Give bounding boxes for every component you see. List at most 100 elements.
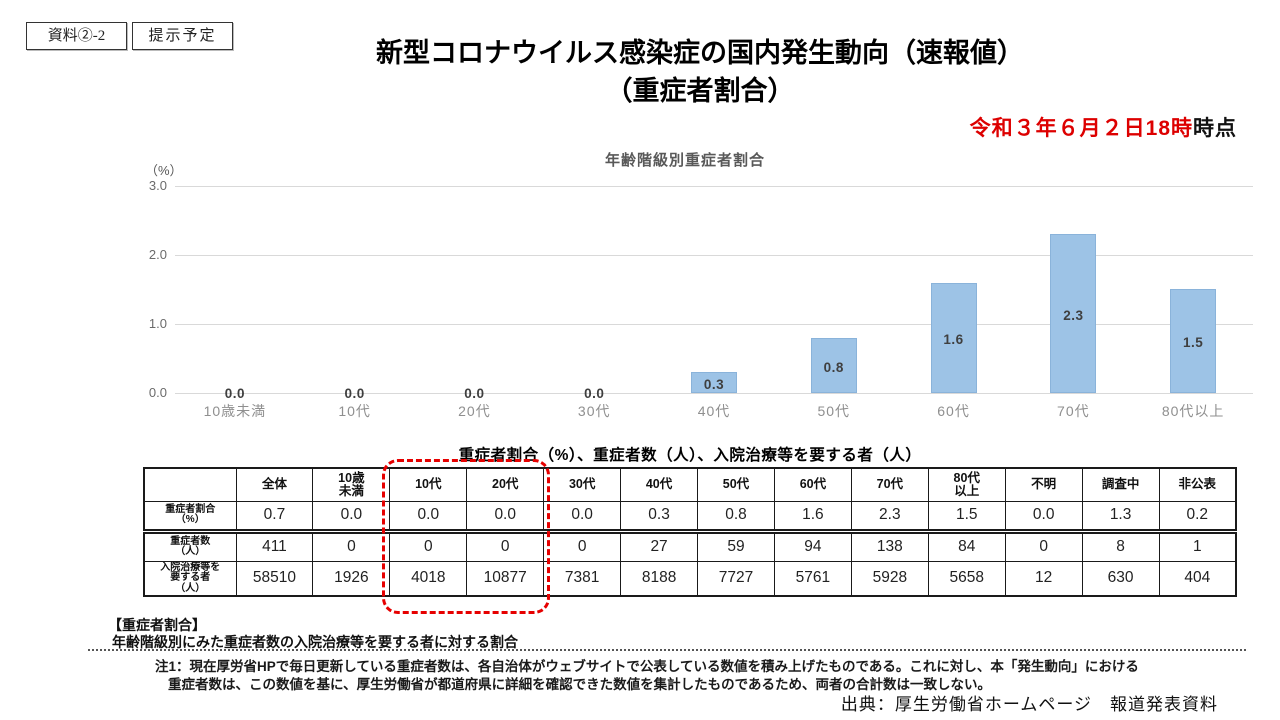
table-row-label: 重症者数 （人）	[143, 528, 237, 562]
gridline	[175, 255, 1253, 256]
gridline	[175, 324, 1253, 325]
gridline	[175, 393, 1253, 394]
table-header-cell: 40代	[620, 467, 699, 502]
table-cell: 12	[1004, 560, 1083, 597]
timestamp-suffix: 時点	[1193, 117, 1237, 140]
table-cell: 59	[697, 528, 775, 562]
footnote-line1: 注1：現在厚労省HPで毎日更新している重症者数は、各自治体がウェブサイトで公表し…	[155, 659, 1139, 674]
table-cell: 1.5	[927, 500, 1006, 532]
table-cell: 0.0	[466, 500, 545, 532]
bar	[810, 338, 857, 393]
table-header-cell: 10歳 未満	[312, 467, 391, 502]
document-number-tag: 資料②-2	[26, 22, 127, 50]
y-tick-label: 2.0	[148, 247, 167, 262]
definition-title: 【重症者割合】	[108, 617, 206, 633]
table-cell: 0.0	[312, 500, 391, 532]
table-cell: 404	[1158, 560, 1237, 597]
table-cell: 0	[389, 528, 468, 562]
bar-value-label: 0.0	[584, 386, 605, 401]
table-row-label: 入院治療等を 要する者 （人）	[143, 560, 237, 597]
table-body: 重症者割合 （%） 0.7 0.0 0.0 0.0 0.0 0.3 0.8 1.6 2.3 1.5 0.…	[143, 500, 1237, 597]
table-cell: 630	[1081, 560, 1160, 597]
table-row: 重症者数 （人） 411 0 0 0 0 27 59 94 138 84 0 8 1	[143, 528, 1237, 562]
footnote-line2: 重症者数は、この数値を基に、厚生労働省が都道府県に詳細を確認できた数値を集計した…	[168, 677, 991, 692]
table-cell: 1	[1158, 528, 1237, 562]
table-cell: 0.0	[543, 500, 622, 532]
table-cell: 10877	[466, 560, 545, 597]
bar-value-label: 2.3	[1063, 307, 1084, 323]
table-head: 全体 10歳 未満 10代 20代 30代 40代 50代 60代 70代 80代 以上 不明 調査中 非公…	[143, 467, 1237, 502]
x-axis-category-label: 10代	[338, 403, 371, 419]
table-cell: 0.7	[235, 500, 314, 532]
y-axis-unit-label: （%）	[145, 163, 183, 178]
x-axis-category-label: 20代	[458, 403, 491, 419]
bar-value-label: 0.0	[224, 386, 246, 401]
source-credit: 出典：厚生労働省ホームページ 報道発表資料	[840, 695, 1218, 714]
table-cell: 0	[312, 528, 391, 562]
timestamp-date: 令和３年６月２日18時	[969, 117, 1193, 140]
table-header-cell: 調査中	[1081, 467, 1160, 502]
table-cell: 7727	[697, 560, 775, 597]
dotted-divider	[88, 649, 1246, 651]
table-row-label: 重症者割合 （%）	[143, 500, 237, 532]
table-header-cell: 20代	[466, 467, 545, 502]
table-cell: 27	[620, 528, 699, 562]
table-cell: 5658	[927, 560, 1006, 597]
bar	[930, 283, 977, 393]
y-tick-label: 1.0	[148, 316, 167, 331]
table-cell: 4018	[389, 560, 468, 597]
page-title-line1: 新型コロナウイルス感染症の国内発生動向（速報値）	[376, 38, 1024, 68]
table-cell: 94	[773, 528, 852, 562]
table-header-cell: 70代	[850, 467, 929, 502]
bar-value-label: 1.6	[943, 332, 964, 347]
bar	[1050, 234, 1097, 393]
timestamp: 令和３年６月２日18時時点	[970, 112, 1237, 142]
table-header-cell: 全体	[235, 467, 314, 502]
table-cell: 1.6	[773, 500, 852, 532]
bar	[691, 372, 737, 393]
table-header-cell: 10代	[389, 467, 468, 502]
table-header-cell: 非公表	[1158, 467, 1237, 502]
schedule-tag: 提示予定	[132, 22, 233, 50]
x-axis-category-label: 60代	[937, 403, 970, 419]
table-cell: 0.0	[389, 500, 468, 532]
table-cell: 0.3	[620, 500, 699, 532]
table-cell: 2.3	[850, 500, 929, 532]
table-cell: 0.2	[1158, 500, 1237, 532]
table-cell: 0	[1004, 528, 1083, 562]
table-cell: 58510	[235, 560, 314, 597]
gridline	[175, 186, 1253, 187]
table-cell: 5928	[850, 560, 929, 597]
x-axis-category-label: 30代	[577, 403, 611, 419]
table-header-cell	[143, 467, 237, 502]
bar-value-label: 0.3	[703, 376, 725, 392]
bar-chart-plot: 3.0 2.0 1.0 0.0 0.0 10歳未満 0.0 10代 0.0 20代 0.0 30代 0.…	[149, 178, 1253, 419]
definition-text: 年齢階級別にみた重症者数の入院治療等を要する者に対する割合	[112, 634, 518, 650]
bar-value-label: 0.0	[464, 386, 485, 401]
table-cell: 84	[927, 528, 1006, 562]
table-header-row: 全体 10歳 未満 10代 20代 30代 40代 50代 60代 70代 80代 以上 不明 調査中 非公…	[143, 467, 1237, 502]
table-cell: 138	[850, 528, 929, 562]
table-cell: 8	[1081, 528, 1160, 562]
y-tick-label: 3.0	[148, 178, 167, 193]
x-axis-category-label: 10歳未満	[203, 403, 267, 419]
table-cell: 411	[235, 528, 314, 562]
x-axis-category-label: 80代以上	[1161, 403, 1225, 419]
table-header-cell: 60代	[773, 467, 852, 502]
table-cell: 0	[466, 528, 545, 562]
table-row: 重症者割合 （%） 0.7 0.0 0.0 0.0 0.0 0.3 0.8 1.6 2.3 1.5 0.…	[143, 500, 1237, 532]
page-title: 新型コロナウイルス感染症の国内発生動向（速報値） （重症者割合）	[180, 34, 1220, 110]
table-header-cell: 50代	[697, 467, 775, 502]
bar-value-label: 0.8	[823, 359, 844, 375]
bar	[1170, 289, 1217, 393]
x-axis-category-label: 70代	[1057, 403, 1090, 419]
table-cell: 0	[543, 528, 622, 562]
table-cell: 7381	[543, 560, 622, 597]
table-cell: 8188	[620, 560, 699, 597]
table-row: 入院治療等を 要する者 （人） 58510 1926 4018 10877 7381 8188 7…	[143, 560, 1237, 597]
table-header-cell: 不明	[1004, 467, 1083, 502]
table-cell: 1926	[312, 560, 391, 597]
table-cell: 0.8	[697, 500, 775, 532]
x-axis-category-label: 50代	[817, 403, 851, 419]
table-title: 重症者割合（%）、重症者数（人）、入院治療等を要する者（人）	[458, 447, 922, 464]
